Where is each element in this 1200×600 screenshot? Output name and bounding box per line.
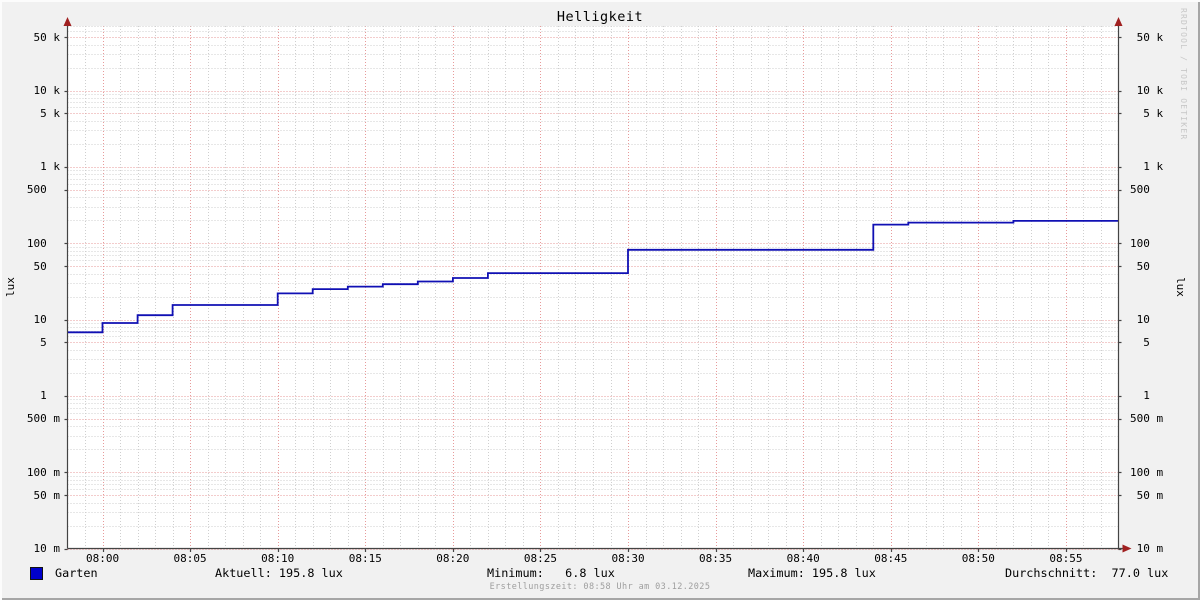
x-tick-label: 08:40	[786, 552, 820, 565]
chart-title: Helligkeit	[556, 9, 644, 25]
x-tick-label: 08:20	[436, 552, 470, 565]
y-tick-label: 5 k	[26, 106, 60, 120]
creation-time: Erstellungszeit: 08:58 Uhr am 03.12.2025	[489, 582, 711, 592]
x-tick-label: 08:25	[523, 552, 557, 565]
x-tick-label: 08:05	[173, 552, 207, 565]
x-tick-label: 08:50	[961, 552, 995, 565]
y-axis-unit-left: lux	[4, 277, 17, 297]
x-tick-label: 08:55	[1049, 552, 1083, 565]
y-tick-label: 100	[1130, 236, 1164, 250]
y-tick-label: 10 m	[26, 542, 60, 555]
y-tick-label: 5	[26, 335, 60, 349]
y-tick-label: 10	[1130, 313, 1164, 326]
y-tick-label: 10	[26, 313, 60, 326]
x-tick-label: 08:00	[85, 552, 120, 565]
y-tick-label: 50 m	[26, 488, 60, 502]
stat-minimum: Minimum: 6.8 lux	[487, 566, 615, 580]
axis-arrow	[1114, 17, 1123, 26]
x-tick-label: 08:45	[874, 552, 908, 565]
y-tick-label: 50 k	[26, 30, 60, 44]
y-tick-label: 1 k	[1130, 160, 1164, 174]
y-tick-label: 5	[1130, 335, 1164, 349]
legend-label-garten: Garten	[55, 566, 98, 580]
y-tick-label: 10 k	[1130, 84, 1164, 98]
x-tick-label: 08:35	[699, 552, 733, 565]
series-garten-line	[67, 220, 1119, 334]
y-tick-label: 10 k	[26, 84, 60, 98]
axis-arrow	[1122, 544, 1132, 553]
y-tick-label: 50 m	[1130, 488, 1164, 502]
y-tick-label: 1 k	[26, 160, 60, 174]
y-tick-label: 50	[26, 259, 60, 273]
y-tick-label: 500	[26, 183, 60, 197]
rrdtool-watermark: RRDTOOL / TOBI OETIKER	[1179, 8, 1188, 141]
y-tick-label: 50	[1130, 259, 1164, 273]
x-tick-label: 08:10	[261, 552, 295, 565]
x-tick-label: 08:15	[348, 552, 382, 565]
y-tick-label: 100	[26, 236, 60, 250]
y-tick-label: 500	[1130, 183, 1164, 197]
y-tick-label: 50 k	[1130, 30, 1164, 44]
y-tick-label: 1	[1130, 389, 1164, 403]
y-tick-label: 500 m	[1130, 412, 1164, 426]
y-tick-label: 10 m	[1130, 542, 1164, 555]
x-tick-label: 08:30	[611, 552, 645, 565]
legend-swatch-garten	[30, 567, 43, 580]
y-axis-unit-right: lux	[1174, 277, 1187, 297]
y-tick-label: 500 m	[26, 412, 60, 426]
y-tick-label: 100 m	[1130, 465, 1164, 479]
stat-aktuell: Aktuell: 195.8 lux	[215, 566, 343, 580]
axis-arrow	[63, 17, 72, 26]
y-tick-label: 1	[26, 389, 60, 403]
stat-maximum: Maximum: 195.8 lux	[748, 566, 876, 580]
y-tick-label: 5 k	[1130, 106, 1164, 120]
y-tick-label: 100 m	[26, 465, 60, 479]
stat-durchschnitt: Durchschnitt: 77.0 lux	[1005, 566, 1169, 580]
